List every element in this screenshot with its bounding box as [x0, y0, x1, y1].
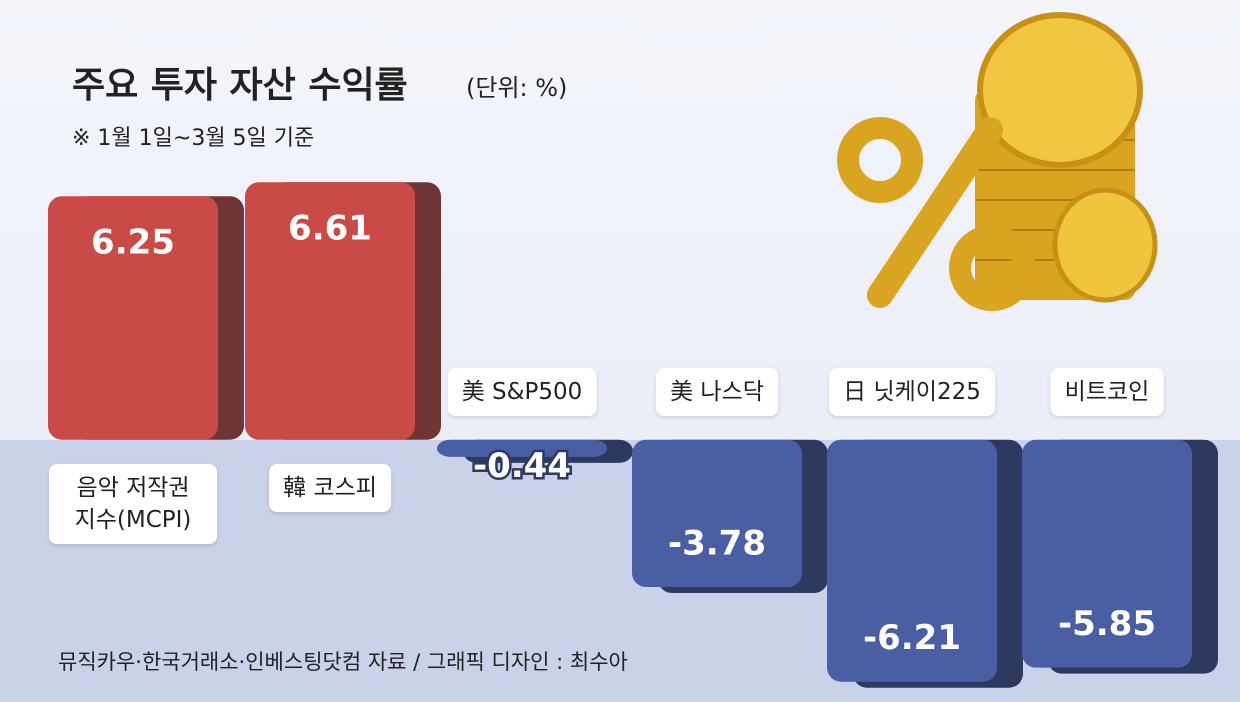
category-label: 美 S&P500	[447, 367, 597, 416]
unit: (단위: %)	[466, 74, 568, 102]
coin-decoration	[837, 12, 1158, 311]
value-label: 6.25	[91, 223, 175, 263]
category-label: 日 닛케이225	[829, 367, 995, 416]
bar	[632, 439, 802, 588]
category-label: 음악 저작권 지수(MCPI)	[49, 463, 217, 544]
value-label: -6.21	[863, 618, 961, 658]
note: ※ 1월 1일~3월 5일 기준	[72, 126, 315, 151]
source: 뮤직카우·한국거래소·인베스팅닷컴 자료 / 그래픽 디자인 : 최수아	[58, 650, 628, 674]
value-label: -3.78	[668, 524, 766, 564]
category-label: 韓 코스피	[269, 463, 391, 512]
bar	[827, 439, 997, 682]
bar	[245, 182, 415, 440]
value-label: 6.61	[288, 209, 372, 249]
value-label: -5.85	[1058, 604, 1156, 644]
category-label: 美 나스닥	[656, 367, 778, 416]
bar	[1022, 439, 1192, 668]
category-label: 비트코인	[1050, 367, 1164, 416]
title: 주요 투자 자산 수익률	[72, 65, 408, 106]
value-label: -0.44	[473, 446, 571, 486]
bar	[48, 196, 218, 440]
bar	[437, 439, 607, 457]
